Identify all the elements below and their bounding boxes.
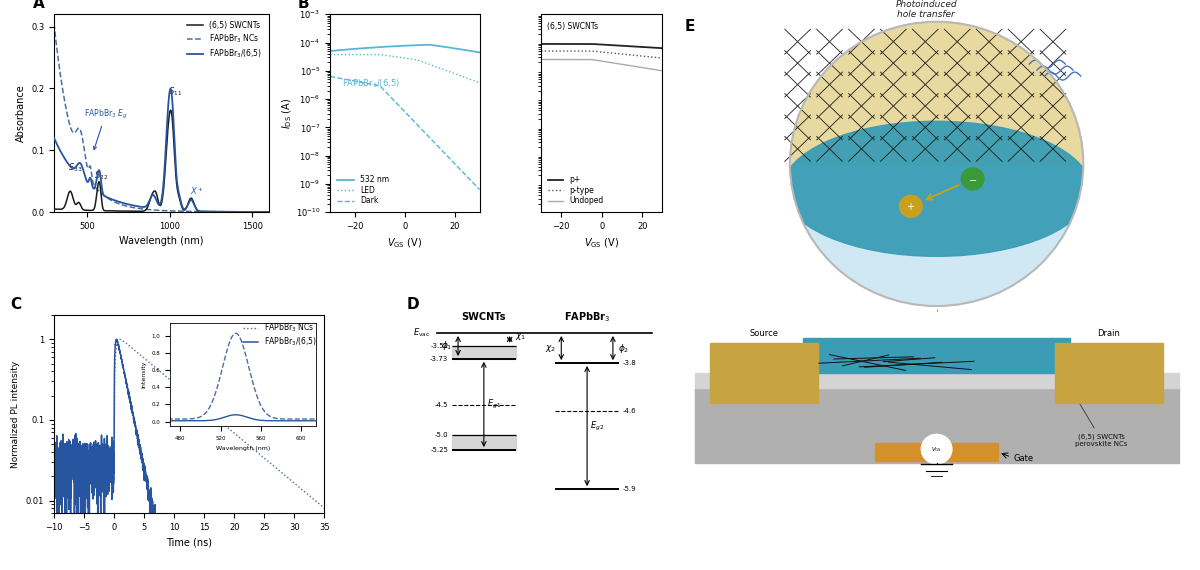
FAPbBr$_3$/(6,5) [283, 522, 298, 528]
Text: $S_{33}$: $S_{33}$ [68, 162, 83, 174]
Text: (6,5) SWCNTs
perovskite NCs: (6,5) SWCNTs perovskite NCs [1062, 374, 1128, 447]
Text: Gate: Gate [1014, 454, 1034, 463]
Text: B: B [298, 0, 308, 11]
Bar [695, 373, 1178, 388]
Y-axis label: $I_{\mathrm{DS}}$ (A): $I_{\mathrm{DS}}$ (A) [281, 97, 294, 129]
Text: -5.0: -5.0 [434, 432, 449, 438]
FAPbBr$_3$ NCs [283, 476, 298, 483]
Text: -4.6: -4.6 [623, 408, 636, 414]
Text: Drain: Drain [1098, 329, 1121, 338]
FAPbBr$_3$/(6,5) [78, 444, 92, 451]
FAPbBr$_3$/(6,5) [94, 458, 108, 465]
FAPbBr$_3$/(6,5) [47, 442, 61, 449]
Text: $S_{11}$: $S_{11}$ [168, 86, 182, 98]
FAPbBr$_3$/(6,5) [151, 522, 166, 528]
Text: $-$: $-$ [968, 174, 977, 184]
FAPbBr$_3$/(6,5) [312, 522, 326, 528]
Text: $E_{g2}$: $E_{g2}$ [590, 420, 605, 433]
FAPbBr$_3$/(6,5) [162, 522, 176, 528]
Legend: 532 nm, LED, Dark: 532 nm, LED, Dark [334, 172, 392, 209]
Legend: FAPbBr$_3$ NCs, FAPbBr$_3$/(6,5): FAPbBr$_3$ NCs, FAPbBr$_3$/(6,5) [240, 319, 320, 352]
Text: A: A [32, 0, 44, 11]
X-axis label: Time (ns): Time (ns) [166, 538, 212, 547]
X-axis label: Wavelength (nm): Wavelength (nm) [119, 237, 204, 246]
Text: Au: Au [758, 369, 769, 378]
Bar [1055, 343, 1163, 404]
FAPbBr$_3$/(6,5) [109, 336, 124, 343]
FAPbBr$_3$ NCs [312, 500, 326, 507]
Line: FAPbBr$_3$/(6,5): FAPbBr$_3$/(6,5) [54, 339, 324, 525]
Text: -4.5: -4.5 [434, 402, 449, 408]
FAPbBr$_3$ NCs [94, 475, 108, 482]
Circle shape [922, 434, 952, 464]
Line: FAPbBr$_3$ NCs: FAPbBr$_3$ NCs [54, 339, 324, 508]
Text: $V_{\mathrm{GS}}$: $V_{\mathrm{GS}}$ [931, 445, 942, 454]
FAPbBr$_3$/(6,5) [317, 522, 331, 528]
Text: $\phi_2$: $\phi_2$ [618, 341, 630, 355]
Legend: p+, p-type, Undoped: p+, p-type, Undoped [545, 172, 606, 209]
Text: $\chi_1$: $\chi_1$ [515, 331, 527, 342]
Text: $X^+$: $X^+$ [191, 185, 204, 197]
Text: C: C [11, 297, 22, 312]
Text: -3.51: -3.51 [431, 343, 449, 349]
Text: -3.73: -3.73 [430, 356, 449, 362]
Text: $+$: $+$ [906, 201, 916, 212]
Text: FAPbBr$_3$/(6,5): FAPbBr$_3$/(6,5) [342, 78, 401, 90]
FAPbBr$_3$ NCs [317, 505, 331, 512]
Circle shape [790, 22, 1084, 306]
Legend: (6,5) SWCNTs, FAPbBr$_3$ NCs, FAPbBr$_3$/(6,5): (6,5) SWCNTs, FAPbBr$_3$ NCs, FAPbBr$_3$… [185, 18, 265, 63]
Text: Source: Source [750, 329, 779, 338]
Text: E: E [684, 19, 695, 34]
Text: FAPbBr$_3$ $E_g$: FAPbBr$_3$ $E_g$ [84, 108, 127, 149]
Wedge shape [790, 22, 1084, 164]
Bar [710, 343, 818, 404]
Circle shape [961, 168, 984, 190]
Text: -5.25: -5.25 [431, 447, 449, 453]
Text: $E_{g1}$: $E_{g1}$ [487, 398, 502, 411]
Text: FAPbBr$_3$: FAPbBr$_3$ [564, 310, 611, 324]
X-axis label: $V_{\mathrm{GS}}$ (V): $V_{\mathrm{GS}}$ (V) [584, 237, 619, 250]
Bar [875, 443, 998, 461]
X-axis label: $V_{\mathrm{GS}}$ (V): $V_{\mathrm{GS}}$ (V) [388, 237, 422, 250]
FAPbBr$_3$/(6,5) [50, 522, 65, 528]
Circle shape [900, 196, 922, 217]
Y-axis label: Normalized PL intensity: Normalized PL intensity [11, 360, 20, 467]
Text: SWCNTs: SWCNTs [462, 312, 506, 322]
Text: Au: Au [1104, 369, 1115, 378]
FAPbBr$_3$ NCs [47, 475, 61, 482]
FAPbBr$_3$ NCs [78, 476, 92, 483]
Text: $E_{\mathrm{vac}}$: $E_{\mathrm{vac}}$ [413, 327, 430, 339]
Text: $\phi_1$: $\phi_1$ [442, 340, 452, 352]
Text: $\chi_2$: $\chi_2$ [545, 343, 556, 353]
Text: D: D [407, 297, 420, 312]
Text: $S_{22}$: $S_{22}$ [95, 169, 109, 182]
FAPbBr$_3$ NCs [150, 366, 164, 373]
Bar [803, 339, 1070, 373]
Text: -3.8: -3.8 [623, 360, 636, 366]
Y-axis label: Absorbance: Absorbance [16, 84, 25, 142]
Text: (6,5) SWCNTs: (6,5) SWCNTs [547, 22, 599, 31]
Text: -5.9: -5.9 [623, 486, 636, 492]
FAPbBr$_3$ NCs [113, 336, 127, 343]
FAPbBr$_3$ NCs [162, 376, 176, 382]
Ellipse shape [782, 121, 1091, 256]
Bar [695, 388, 1178, 463]
Text: Photoinduced
hole transfer: Photoinduced hole transfer [895, 0, 958, 19]
